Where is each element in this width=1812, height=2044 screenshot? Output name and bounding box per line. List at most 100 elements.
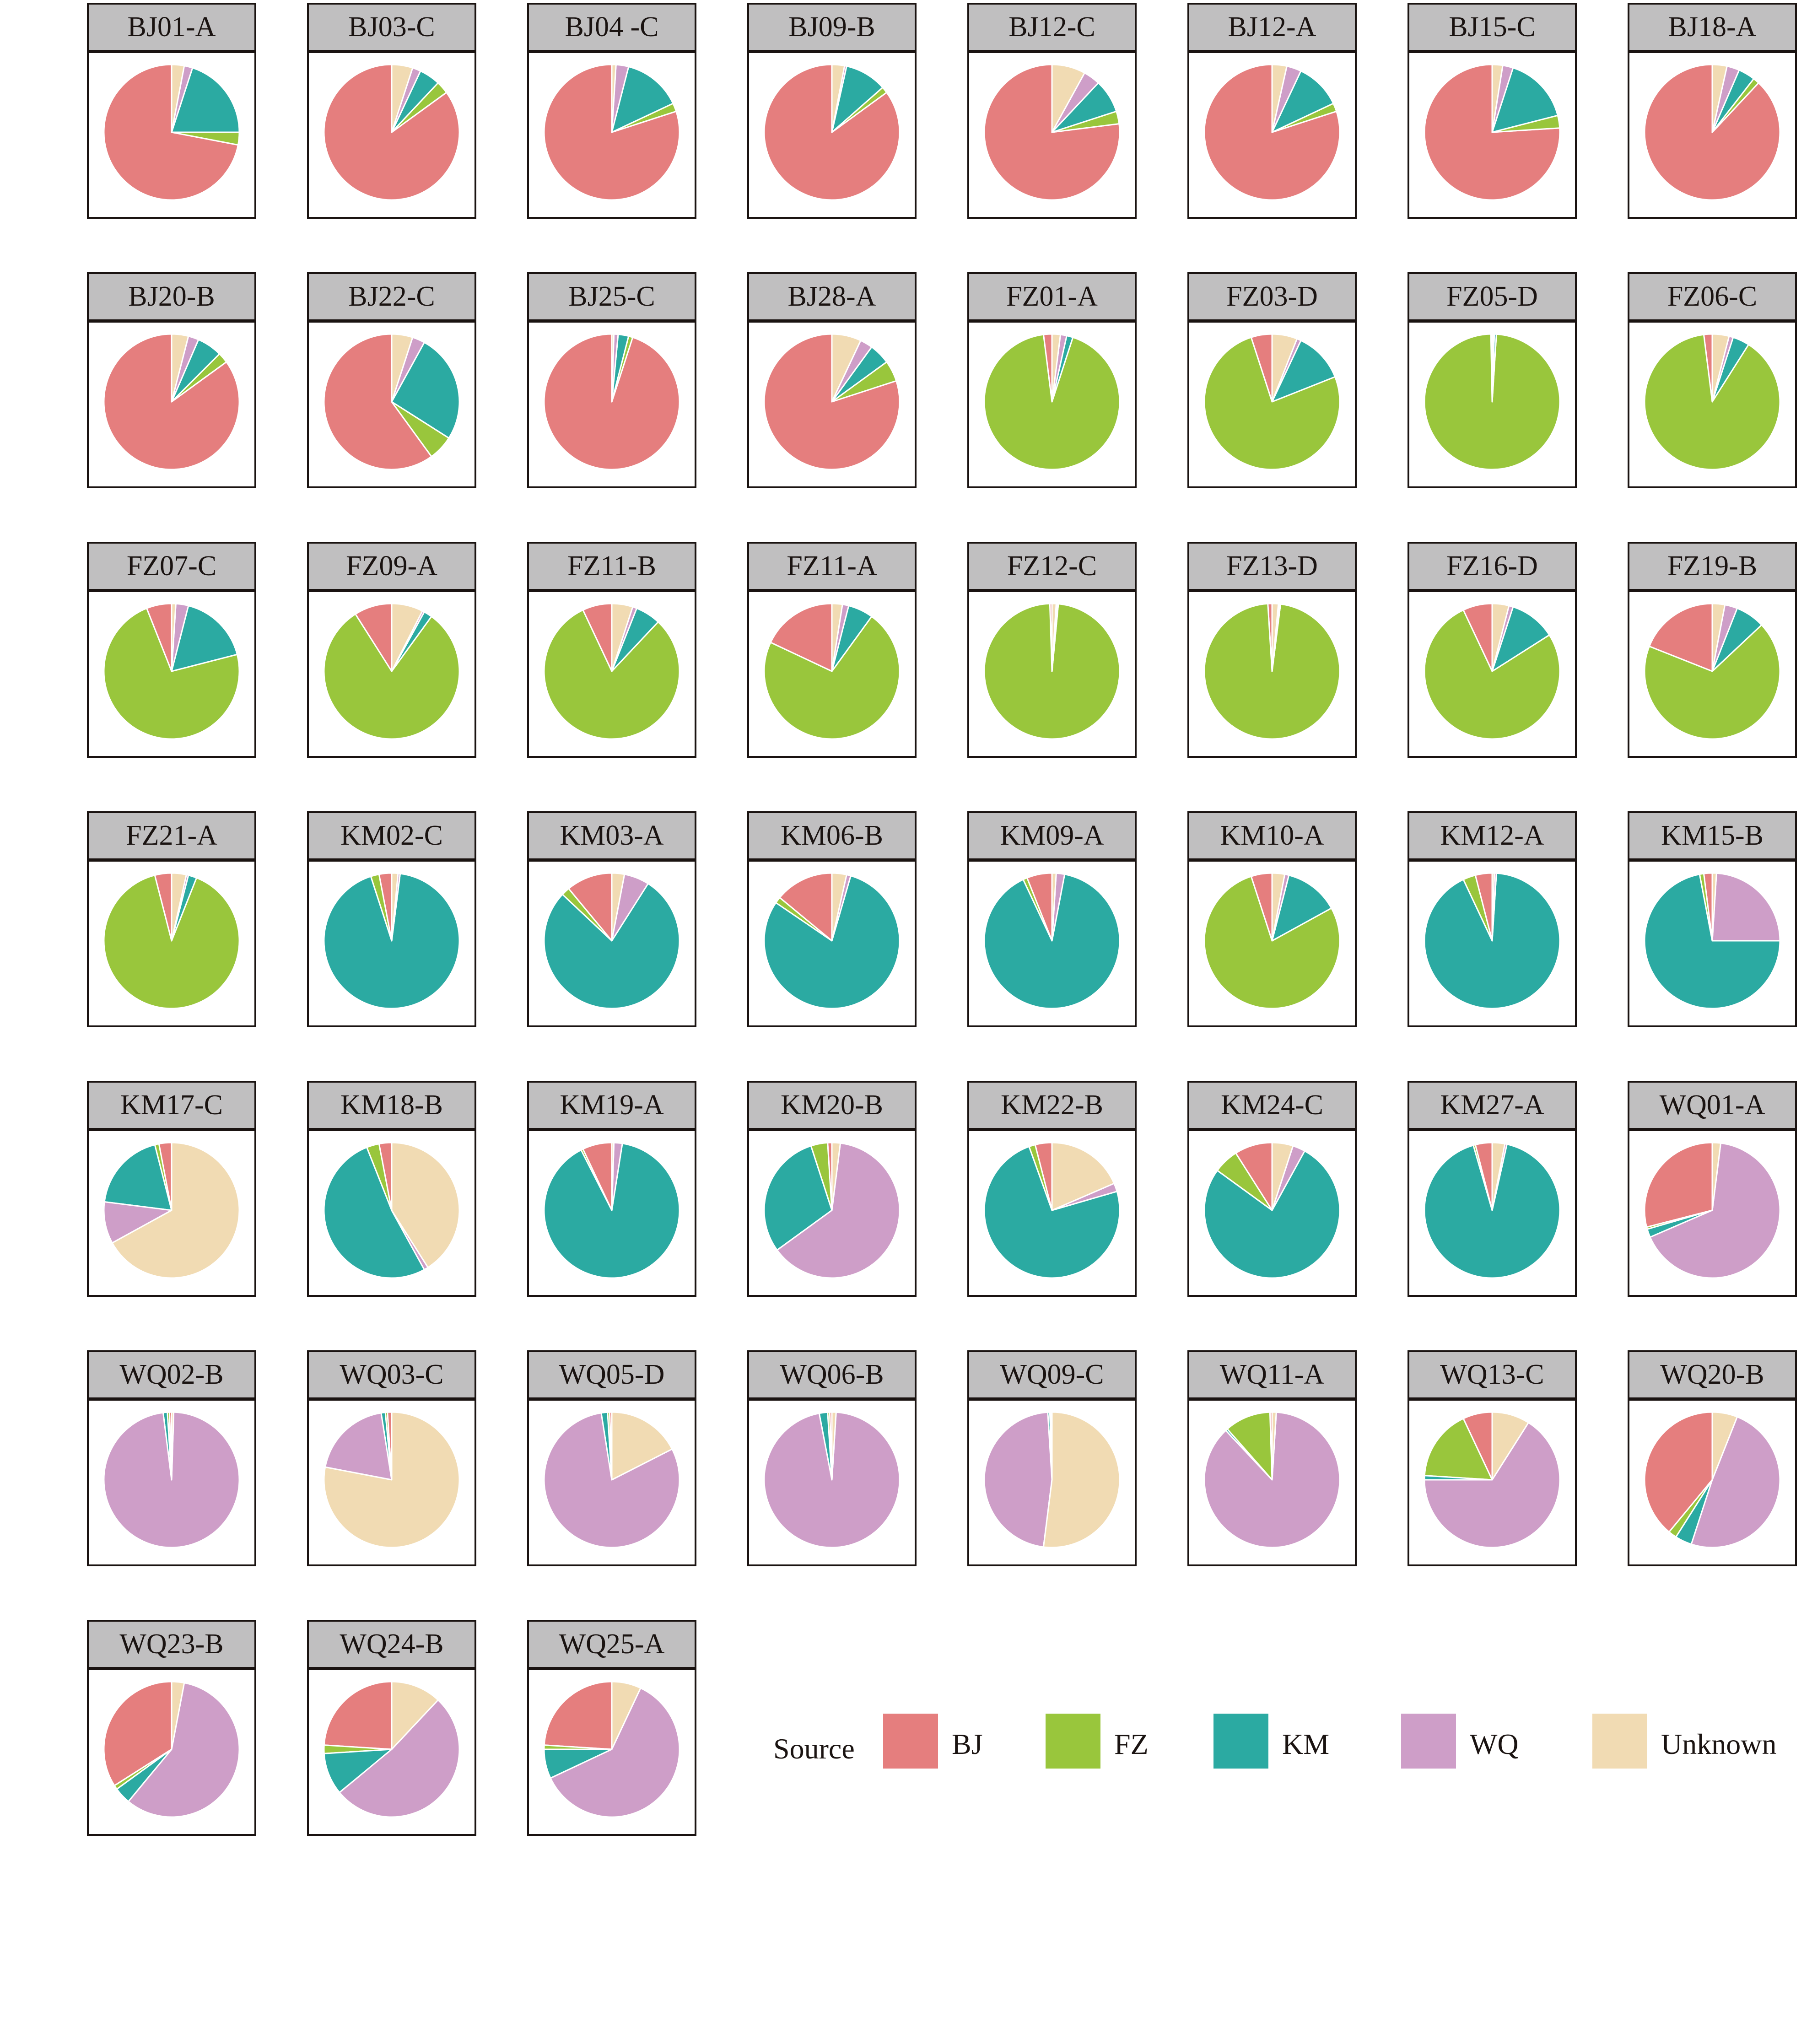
panel-title: KM09-A xyxy=(1000,820,1104,851)
pie-chart xyxy=(323,603,460,740)
pie-panel: WQ06-B xyxy=(747,1350,917,1566)
pie-chart xyxy=(103,333,240,470)
pie-slice-unknown xyxy=(831,64,846,133)
pie-panel: WQ09-C xyxy=(967,1350,1137,1566)
pie-panel: FZ05-D xyxy=(1408,272,1577,488)
panel-header: BJ22-C xyxy=(309,274,475,323)
pie-chart xyxy=(1644,1142,1781,1279)
pie-chart xyxy=(763,603,901,740)
pie-slice-unknown xyxy=(1051,603,1057,672)
pie-slice-bj xyxy=(779,872,833,942)
pie-slice-km xyxy=(103,1144,173,1211)
pie-slice-fz xyxy=(543,609,680,740)
panel-title: BJ18-A xyxy=(1668,11,1757,43)
panel-header: BJ03-C xyxy=(309,5,475,53)
panel-header: KM17-C xyxy=(89,1083,254,1131)
pie-slice-unknown xyxy=(1491,333,1494,403)
pie-chart xyxy=(543,603,680,740)
panel-title: FZ19-B xyxy=(1667,550,1758,582)
panel-header: KM19-A xyxy=(529,1083,695,1131)
pie-chart xyxy=(323,1681,460,1818)
panel-title: KM17-C xyxy=(120,1089,223,1121)
pie-slice-unknown xyxy=(1491,64,1504,133)
pie-slice-unknown xyxy=(1051,1142,1115,1211)
panel-title: BJ15-C xyxy=(1449,11,1536,43)
pie-chart xyxy=(983,872,1121,1009)
pie-slice-unknown xyxy=(1491,872,1495,942)
panel-title: WQ09-C xyxy=(1000,1359,1104,1390)
legend-label-fz: FZ xyxy=(1114,1728,1149,1760)
pie-chart xyxy=(983,333,1121,470)
panel-header: FZ11-A xyxy=(749,544,915,592)
panel-title: BJ03-C xyxy=(348,11,435,43)
pie-panel: KM20-B xyxy=(747,1081,917,1297)
panel-title: KM12-A xyxy=(1440,820,1544,851)
pie-panel: FZ12-C xyxy=(967,542,1137,758)
pie-slice-bj xyxy=(323,1681,393,1750)
pie-panel: WQ11-A xyxy=(1187,1350,1357,1566)
panel-header: FZ13-D xyxy=(1189,544,1355,592)
panel-title: FZ01-A xyxy=(1006,281,1098,312)
pie-slice-km xyxy=(323,1748,393,1793)
panel-title: KM06-B xyxy=(781,820,883,851)
pie-slice-fz xyxy=(1203,336,1341,470)
pie-slice-unknown xyxy=(111,1142,240,1279)
pie-chart xyxy=(763,64,901,201)
panel-header: KM22-B xyxy=(969,1083,1135,1131)
pie-chart xyxy=(323,333,460,470)
pie-panel: WQ20-B xyxy=(1628,1350,1797,1566)
pie-chart xyxy=(323,64,460,201)
pie-slice-unknown xyxy=(391,872,399,942)
panel-header: FZ01-A xyxy=(969,274,1135,323)
panel-title: KM02-C xyxy=(340,820,443,851)
pie-chart xyxy=(983,1411,1121,1548)
pie-panel: FZ11-A xyxy=(747,542,917,758)
pie-slice-km xyxy=(171,67,240,133)
panel-title: WQ20-B xyxy=(1660,1359,1764,1390)
pie-panel: FZ07-C xyxy=(87,542,256,758)
pie-slice-unknown xyxy=(391,1142,460,1268)
pie-panel: KM06-B xyxy=(747,811,917,1027)
pie-panel: WQ05-D xyxy=(527,1350,696,1566)
pie-slice-unknown xyxy=(831,872,847,942)
pie-slice-unknown xyxy=(171,333,189,403)
legend-label-km: KM xyxy=(1282,1728,1330,1760)
pie-chart xyxy=(1644,872,1781,1009)
panel-title: BJ12-A xyxy=(1228,11,1316,43)
pie-chart xyxy=(1644,333,1781,470)
pie-slice-bj xyxy=(323,333,432,470)
panel-header: FZ06-C xyxy=(1629,274,1795,323)
pie-chart xyxy=(543,333,680,470)
pie-panel: FZ06-C xyxy=(1628,272,1797,488)
panel-title: KM19-A xyxy=(560,1089,664,1121)
pie-slice-unknown xyxy=(171,872,187,942)
pie-slice-unknown xyxy=(1051,333,1062,403)
panel-header: KM03-A xyxy=(529,813,695,862)
pie-panel: KM09-A xyxy=(967,811,1137,1027)
panel-title: FZ07-C xyxy=(126,550,217,582)
pie-slice-wq xyxy=(1711,872,1781,942)
pie-chart xyxy=(1644,603,1781,740)
legend-swatch-bj xyxy=(883,1714,938,1769)
pie-slice-fz xyxy=(1644,624,1781,740)
pie-panel: WQ25-A xyxy=(527,1620,696,1836)
pie-panel: KM19-A xyxy=(527,1081,696,1297)
pie-slice-unknown xyxy=(831,333,862,403)
pie-panel: BJ28-A xyxy=(747,272,917,488)
panel-title: FZ11-A xyxy=(787,550,877,582)
pie-panel: KM03-A xyxy=(527,811,696,1027)
panel-title: FZ09-A xyxy=(346,550,437,582)
pie-chart xyxy=(983,603,1121,740)
panel-header: WQ24-B xyxy=(309,1622,475,1670)
panel-header: FZ07-C xyxy=(89,544,254,592)
pie-slice-fz xyxy=(1424,609,1561,740)
pie-slice-unknown xyxy=(1271,1411,1277,1481)
panel-title: FZ12-C xyxy=(1007,550,1097,582)
pie-slice-fz xyxy=(103,607,240,740)
pie-slice-unknown xyxy=(1491,1411,1529,1481)
panel-title: BJ04 -C xyxy=(565,11,659,43)
pie-slice-unknown xyxy=(1271,64,1288,133)
panel-title: BJ22-C xyxy=(348,281,435,312)
pie-slice-km xyxy=(1424,1143,1561,1279)
pie-slice-wq xyxy=(339,1699,460,1818)
